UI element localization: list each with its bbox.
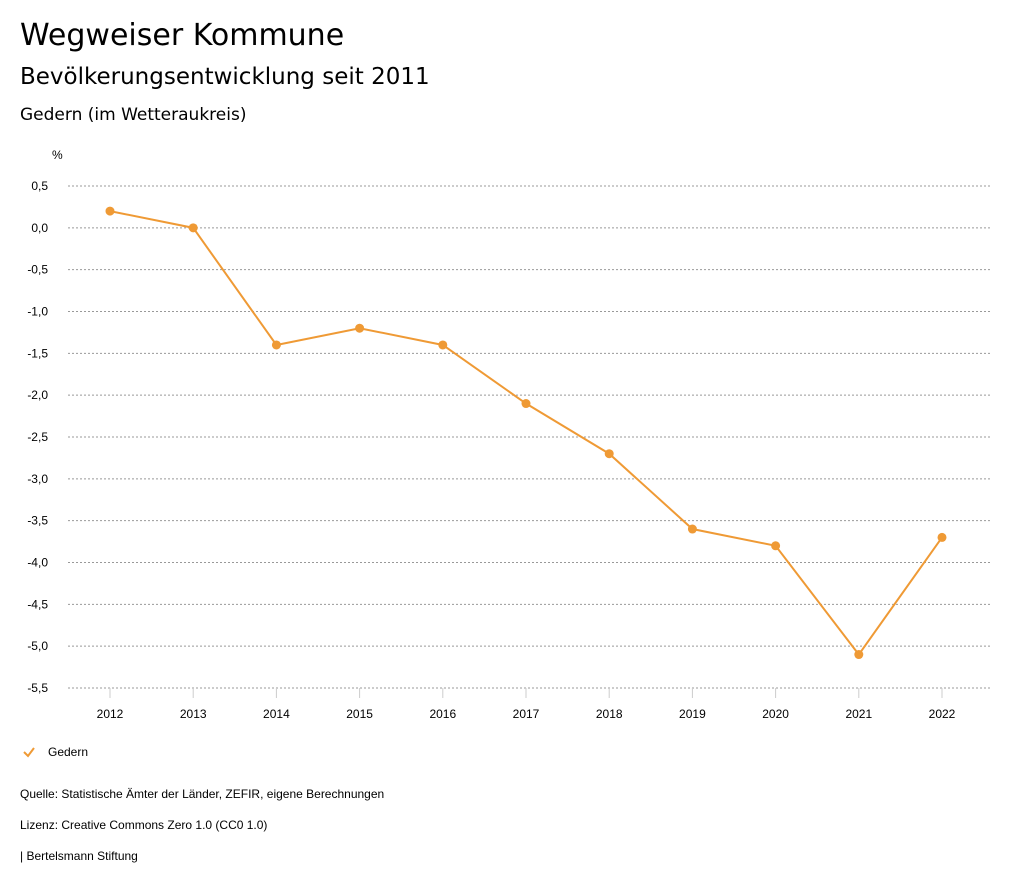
data-point [271, 340, 281, 350]
series-line [109, 210, 943, 657]
x-tick-label: 2013 [180, 707, 207, 721]
y-tick-label: 0,0 [31, 221, 48, 235]
data-point [937, 532, 947, 542]
x-tick-label: 2022 [929, 707, 956, 721]
y-tick-label: -0,5 [27, 263, 48, 277]
y-tick-label: -2,5 [27, 430, 48, 444]
y-tick-label: -4,0 [27, 556, 48, 570]
chart-subtitle: Bevölkerungsentwicklung seit 2011 [20, 64, 430, 90]
data-point [521, 399, 531, 409]
data-point [604, 449, 614, 459]
y-axis-label: % [52, 148, 63, 162]
y-tick-label: -1,5 [27, 346, 48, 360]
x-tick-label: 2019 [679, 707, 706, 721]
x-tick-label: 2021 [845, 707, 872, 721]
y-tick-label: -5,5 [27, 681, 48, 695]
x-tick-label: 2012 [97, 707, 124, 721]
x-tick-label: 2016 [429, 707, 456, 721]
brand-text: | Bertelsmann Stiftung [20, 849, 138, 863]
y-tick-label: -4,5 [27, 597, 48, 611]
region-label: Gedern (im Wetteraukreis) [20, 105, 247, 125]
data-point [188, 223, 198, 233]
y-tick-label: 0,5 [31, 179, 48, 193]
page-title: Wegweiser Kommune [20, 18, 345, 53]
y-tick-label: -1,0 [27, 305, 48, 319]
line-chart: % 0,5 0,0 -0,5 -1,0 -1,5 -2,0 -2,5 -3,0 -3,5 -4,0 -… [27, 148, 990, 721]
y-tick-label: -3,5 [27, 514, 48, 528]
check-icon [23, 747, 35, 758]
y-tick-label: -3,0 [27, 472, 48, 486]
x-tick-label: 2014 [263, 707, 290, 721]
data-point [854, 650, 864, 660]
source-text: Quelle: Statistische Ämter der Länder, Z… [20, 787, 385, 801]
data-point [438, 340, 448, 350]
license-text: Lizenz: Creative Commons Zero 1.0 (CC0 1… [20, 818, 268, 832]
y-tick-label: -5,0 [27, 639, 48, 653]
x-tick-label: 2017 [513, 707, 540, 721]
data-point [687, 524, 697, 534]
y-tick-label: -2,0 [27, 388, 48, 402]
x-tick-label: 2018 [596, 707, 623, 721]
data-point [355, 323, 365, 333]
x-tick-label: 2020 [762, 707, 789, 721]
data-point [105, 206, 115, 216]
legend-item-gedern[interactable]: Gedern [22, 745, 88, 759]
legend-label: Gedern [48, 745, 89, 759]
x-tick-label: 2015 [346, 707, 373, 721]
data-point [771, 541, 781, 551]
